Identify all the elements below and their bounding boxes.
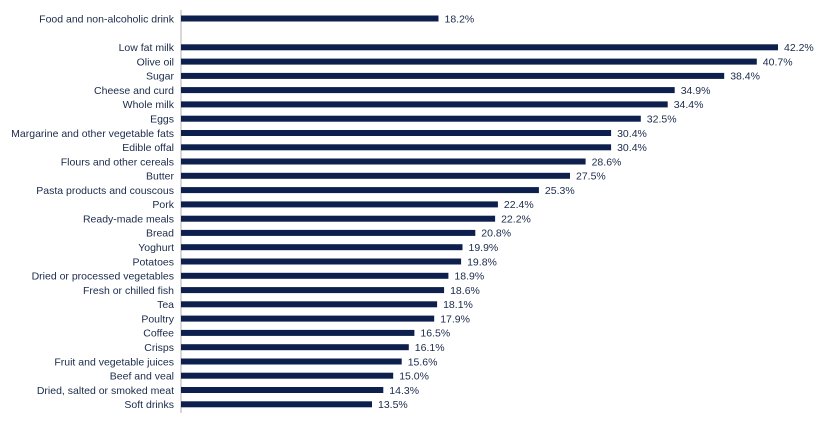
- bar-20: [181, 329, 415, 336]
- bar-2: [181, 72, 725, 79]
- bar-15: [181, 258, 462, 265]
- category-label-7: Edible offal: [122, 142, 174, 154]
- bar-23: [181, 372, 394, 379]
- bar-3: [181, 87, 675, 94]
- category-label-3: Cheese and curd: [94, 85, 174, 97]
- data-label-22: 15.6%: [408, 356, 438, 368]
- bar-6: [181, 130, 612, 136]
- category-label-18: Tea: [157, 299, 174, 311]
- category-label-19: Poultry: [141, 313, 174, 325]
- category-label-16: Dried or processed vegetables: [32, 271, 174, 283]
- category-label-8: Flours and other cereals: [61, 156, 174, 168]
- data-label-14: 19.9%: [469, 242, 499, 254]
- bar-21: [181, 344, 409, 351]
- category-label-5: Eggs: [150, 114, 174, 126]
- category-label-summary: Food and non-alcoholic drink: [39, 13, 175, 25]
- category-label-6: Margarine and other vegetable fats: [11, 128, 174, 140]
- bar-18: [181, 301, 438, 308]
- bar-11: [181, 201, 498, 208]
- bar-14: [181, 244, 463, 251]
- data-label-4: 34.4%: [674, 99, 704, 111]
- bar-22: [181, 358, 402, 365]
- bar-0: [181, 44, 778, 51]
- category-label-25: Soft drinks: [124, 399, 174, 411]
- bar-4: [181, 101, 668, 108]
- category-label-24: Dried, salted or smoked meat: [37, 385, 174, 397]
- data-label-10: 25.3%: [545, 185, 575, 197]
- data-label-1: 40.7%: [763, 56, 793, 68]
- data-label-15: 19.8%: [467, 256, 497, 268]
- data-label-23: 15.0%: [399, 371, 429, 383]
- category-label-1: Olive oil: [137, 56, 174, 68]
- bar-8: [181, 158, 586, 165]
- data-label-3: 34.9%: [681, 85, 711, 97]
- bar-13: [181, 229, 476, 236]
- category-label-4: Whole milk: [123, 99, 175, 111]
- data-label-25: 13.5%: [378, 399, 408, 411]
- category-label-9: Butter: [146, 171, 175, 183]
- data-label-19: 17.9%: [440, 313, 470, 325]
- category-label-17: Fresh or chilled fish: [83, 285, 174, 297]
- category-label-13: Bread: [146, 228, 174, 240]
- bar-25: [181, 401, 372, 408]
- data-label-8: 28.6%: [592, 156, 622, 168]
- bar-7: [181, 144, 612, 151]
- bar-9: [181, 172, 570, 179]
- category-label-11: Pork: [152, 199, 174, 211]
- data-label-18: 18.1%: [443, 299, 473, 311]
- category-label-22: Fruit and vegetable juices: [54, 356, 174, 368]
- category-label-14: Yoghurt: [138, 242, 174, 254]
- bar-12: [181, 215, 496, 222]
- bar-24: [181, 387, 384, 393]
- data-label-summary: 18.2%: [445, 13, 475, 25]
- category-label-12: Ready-made meals: [83, 214, 174, 226]
- category-label-10: Pasta products and couscous: [36, 185, 174, 197]
- category-label-21: Crisps: [144, 342, 174, 354]
- data-label-2: 38.4%: [730, 71, 760, 83]
- category-label-0: Low fat milk: [119, 42, 175, 54]
- data-label-11: 22.4%: [504, 199, 534, 211]
- category-label-20: Coffee: [143, 328, 174, 340]
- data-label-0: 42.2%: [784, 42, 814, 54]
- bar-summary: [181, 15, 439, 22]
- data-label-20: 16.5%: [420, 328, 450, 340]
- data-label-16: 18.9%: [454, 271, 484, 283]
- category-label-15: Potatoes: [133, 256, 174, 268]
- bar-17: [181, 287, 445, 294]
- category-label-2: Sugar: [146, 71, 175, 83]
- data-label-6: 30.4%: [617, 128, 647, 140]
- data-label-17: 18.6%: [450, 285, 480, 297]
- bar-16: [181, 272, 449, 279]
- data-label-7: 30.4%: [617, 142, 647, 154]
- data-label-21: 16.1%: [415, 342, 445, 354]
- bar-10: [181, 187, 539, 194]
- category-label-23: Beef and veal: [110, 371, 174, 383]
- data-label-9: 27.5%: [576, 171, 606, 183]
- bar-19: [181, 315, 435, 322]
- data-label-5: 32.5%: [647, 114, 677, 126]
- data-label-13: 20.8%: [481, 228, 511, 240]
- data-label-12: 22.2%: [501, 214, 531, 226]
- bar-5: [181, 115, 641, 122]
- data-label-24: 14.3%: [389, 385, 419, 397]
- bar-1: [181, 58, 757, 65]
